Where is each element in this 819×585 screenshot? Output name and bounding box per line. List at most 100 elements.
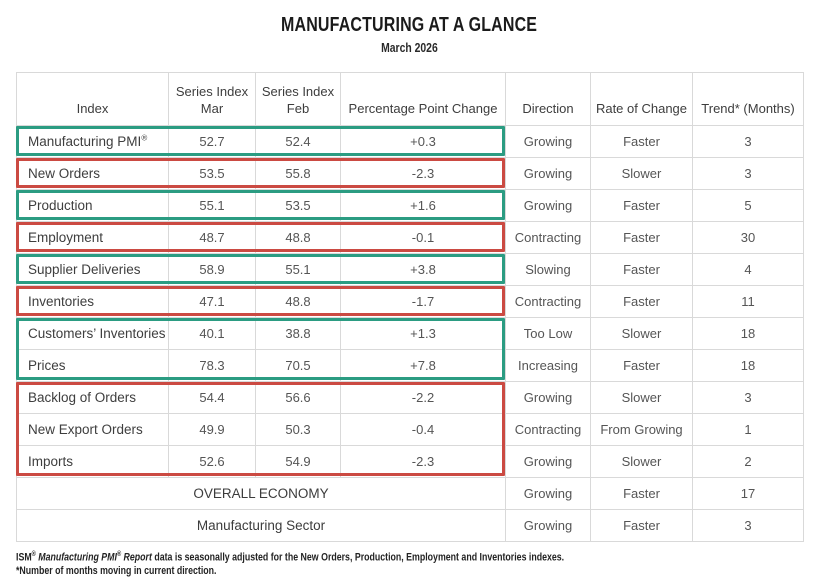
rate-of-change: Faster <box>590 125 693 158</box>
direction: Growing <box>505 189 591 222</box>
rate-of-change: Faster <box>590 221 693 254</box>
row-label-cell: Production <box>16 189 169 222</box>
row-label: Employment <box>28 230 104 245</box>
direction: Contracting <box>505 285 591 318</box>
trend-months: 18 <box>692 349 804 382</box>
row-label: Production <box>28 198 93 213</box>
registered-mark: ® <box>141 133 148 143</box>
row-label-cell: Backlog of Orders <box>16 381 169 414</box>
table-row: Customers’ Inventories 40.1 38.8 +1.3 To… <box>16 317 804 350</box>
trend-months: 5 <box>692 189 804 222</box>
direction: Growing <box>505 125 591 158</box>
series-index-feb: 48.8 <box>255 221 341 254</box>
series-index-mar: 58.9 <box>168 253 256 286</box>
row-label: Inventories <box>28 294 95 309</box>
pct-point-change: -2.3 <box>340 157 506 190</box>
pct-point-change: +7.8 <box>340 349 506 382</box>
series-index-feb: 53.5 <box>255 189 341 222</box>
row-label: Manufacturing PMI <box>28 134 142 149</box>
rate-of-change: From Growing <box>590 413 693 446</box>
pct-point-change: +3.8 <box>340 253 506 286</box>
row-label-cell: Employment <box>16 221 169 254</box>
row-label-cell: Prices <box>16 349 169 382</box>
series-index-feb: 38.8 <box>255 317 341 350</box>
trend-months: 1 <box>692 413 804 446</box>
series-index-feb: 48.8 <box>255 285 341 318</box>
pct-point-change: -2.2 <box>340 381 506 414</box>
series-index-mar: 48.7 <box>168 221 256 254</box>
direction: Contracting <box>505 221 591 254</box>
index-rows: Manufacturing PMI® 52.7 52.4 +0.3 Growin… <box>16 125 804 478</box>
trend-months: 4 <box>692 253 804 286</box>
rate-of-change: Slower <box>590 381 693 414</box>
row-label-cell: New Orders <box>16 157 169 190</box>
row-label: Prices <box>28 358 66 373</box>
pct-point-change: -0.1 <box>340 221 506 254</box>
series-index-feb: 50.3 <box>255 413 341 446</box>
series-index-mar: 47.1 <box>168 285 256 318</box>
series-index-feb: 55.8 <box>255 157 341 190</box>
row-label-cell: Inventories <box>16 285 169 318</box>
rate-of-change: Faster <box>590 189 693 222</box>
trend-months: 3 <box>692 157 804 190</box>
summary-rows: OVERALL ECONOMY Growing Faster 17 Manufa… <box>16 477 804 542</box>
direction: Growing <box>505 381 591 414</box>
table-header: Index Series Index Mar Series Index Feb … <box>16 72 804 126</box>
trend-months: 3 <box>692 509 804 542</box>
rate-of-change: Faster <box>590 253 693 286</box>
trend-months: 11 <box>692 285 804 318</box>
series-index-mar: 52.7 <box>168 125 256 158</box>
table-row: Inventories 47.1 48.8 -1.7 Contracting F… <box>16 285 804 318</box>
rate-of-change: Slower <box>590 157 693 190</box>
direction: Contracting <box>505 413 591 446</box>
direction: Growing <box>505 157 591 190</box>
col-header-feb: Series Index Feb <box>255 72 341 126</box>
row-label-cell: Manufacturing PMI® <box>16 125 169 158</box>
col-header-trend: Trend* (Months) <box>692 72 804 126</box>
pct-point-change: -2.3 <box>340 445 506 478</box>
series-index-mar: 55.1 <box>168 189 256 222</box>
series-index-mar: 40.1 <box>168 317 256 350</box>
footnote-line-2: *Number of months moving in current dire… <box>16 565 217 578</box>
series-index-feb: 70.5 <box>255 349 341 382</box>
direction: Growing <box>505 445 591 478</box>
pct-point-change: -0.4 <box>340 413 506 446</box>
direction: Increasing <box>505 349 591 382</box>
rate-of-change: Faster <box>590 477 693 510</box>
header-row: Index Series Index Mar Series Index Feb … <box>16 72 804 126</box>
table-row: Production 55.1 53.5 +1.6 Growing Faster… <box>16 189 804 222</box>
trend-months: 30 <box>692 221 804 254</box>
registered-mark: ® <box>31 551 36 558</box>
row-label: New Export Orders <box>28 422 143 437</box>
pct-point-change: -1.7 <box>340 285 506 318</box>
rate-of-change: Slower <box>590 445 693 478</box>
glance-table: Index Series Index Mar Series Index Feb … <box>16 72 804 542</box>
rate-of-change: Faster <box>590 509 693 542</box>
table-row: New Export Orders 49.9 50.3 -0.4 Contrac… <box>16 413 804 446</box>
table-row: New Orders 53.5 55.8 -2.3 Growing Slower… <box>16 157 804 190</box>
rate-of-change: Slower <box>590 317 693 350</box>
page-title: MANUFACTURING AT A GLANCE <box>281 14 538 36</box>
page-subtitle: March 2026 <box>381 40 438 55</box>
manufacturing-sector-row: Manufacturing Sector Growing Faster 3 <box>16 509 804 542</box>
table-row: Imports 52.6 54.9 -2.3 Growing Slower 2 <box>16 445 804 478</box>
row-label-cell: Imports <box>16 445 169 478</box>
row-label-cell: Supplier Deliveries <box>16 253 169 286</box>
row-label: Supplier Deliveries <box>28 262 141 277</box>
title-block: MANUFACTURING AT A GLANCE March 2026 <box>16 14 803 55</box>
row-label-cell: New Export Orders <box>16 413 169 446</box>
row-label: Customers’ Inventories <box>28 326 166 341</box>
footnote: ISM® Manufacturing PMI® Report data is s… <box>16 551 803 578</box>
series-index-mar: 52.6 <box>168 445 256 478</box>
table-row: Backlog of Orders 54.4 56.6 -2.2 Growing… <box>16 381 804 414</box>
series-index-feb: 52.4 <box>255 125 341 158</box>
direction: Slowing <box>505 253 591 286</box>
pct-point-change: +0.3 <box>340 125 506 158</box>
series-index-feb: 56.6 <box>255 381 341 414</box>
series-index-mar: 53.5 <box>168 157 256 190</box>
series-index-feb: 54.9 <box>255 445 341 478</box>
summary-label: OVERALL ECONOMY <box>16 477 506 510</box>
direction: Growing <box>505 509 591 542</box>
registered-mark: ® <box>116 551 122 558</box>
col-header-change: Percentage Point Change <box>340 72 506 126</box>
